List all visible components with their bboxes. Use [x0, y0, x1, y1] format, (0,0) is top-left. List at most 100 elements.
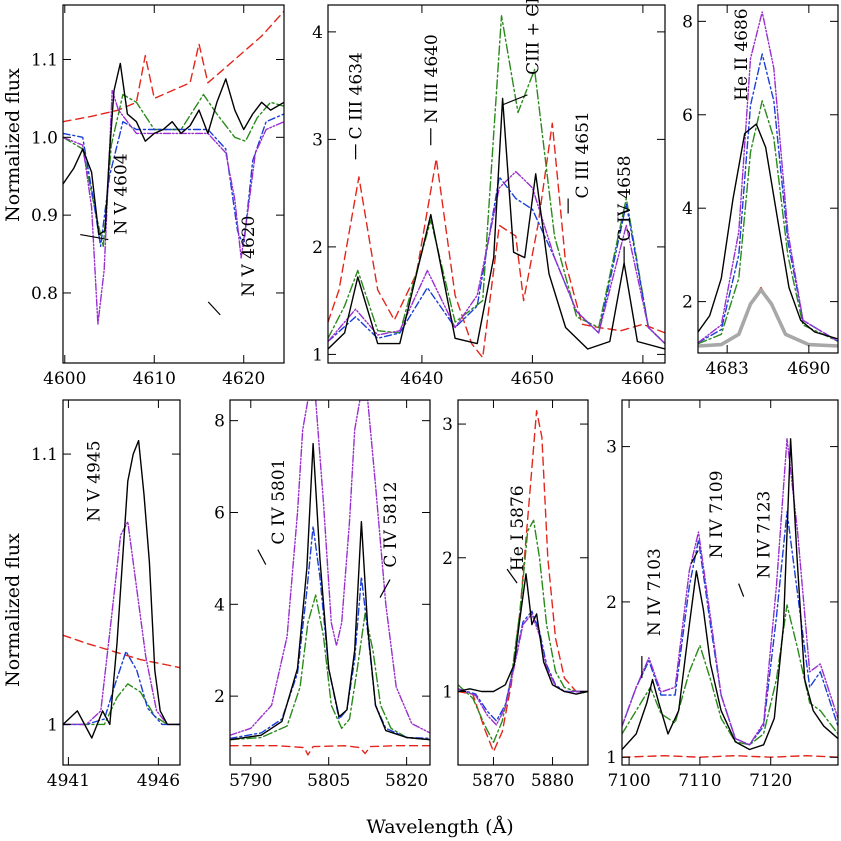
x-tick-label: 5805: [307, 771, 350, 791]
y-tick-label: 8: [682, 12, 693, 32]
line-label: CIII + CIV: [523, 0, 543, 75]
panel-3: 4683 4690 2 4 6 8 He II 4686: [682, 4, 839, 379]
line-label: N V 4945: [85, 440, 105, 521]
x-tick-label: 7120: [749, 771, 792, 791]
series-green-model: [63, 683, 180, 726]
x-tick-label: 5790: [229, 771, 272, 791]
x-tick-label: 7100: [607, 771, 650, 791]
x-tick-label: 4620: [222, 369, 265, 389]
x-tick-label: 4600: [43, 369, 86, 389]
series-blue-model: [458, 610, 588, 722]
label-leader-line: [738, 583, 745, 597]
series-red-model: [230, 745, 430, 756]
series-purple-model: [63, 89, 284, 325]
y-tick-label: 4: [682, 199, 693, 219]
y-tick-label: 3: [312, 130, 323, 150]
panel-7: 7100 7110 7120 1 2 3 N IV 7103 N IV 7109 N IV 71…: [606, 399, 839, 791]
y-tick-label: 4: [214, 595, 225, 615]
label-leader-line: [502, 94, 528, 106]
panel-4: 4941 4946 1 1.1 N V 4945: [31, 399, 181, 791]
series-red-model: [328, 122, 665, 359]
x-axis-label: Wavelength (Å): [366, 816, 513, 838]
y-tick-label: 2: [682, 293, 693, 313]
y-tick-label: 2: [312, 238, 323, 258]
series-observed: [328, 97, 665, 350]
series-group: [622, 438, 838, 758]
series-green-model: [698, 100, 838, 345]
axes-frame: [457, 399, 589, 766]
series-blue-model: [63, 650, 180, 726]
x-tick-label: 7110: [678, 771, 721, 791]
label-leader-line: [506, 568, 518, 584]
series-observed: [63, 439, 180, 739]
series-blue-model: [328, 176, 665, 345]
axes-frame: [697, 4, 839, 354]
x-tick-label: 4640: [400, 369, 443, 389]
series-group: [63, 439, 180, 739]
y-tick-label: 2: [606, 593, 617, 613]
series-grey-model: [698, 288, 838, 348]
series-red-model: [458, 410, 588, 753]
y-tick-label: 3: [442, 415, 453, 435]
x-tick-label: 4941: [47, 771, 90, 791]
x-tick-label: 4660: [621, 369, 664, 389]
y-tick-label: 0.8: [31, 284, 58, 304]
panel-5: 5790 5805 5820 2 4 6 8 C IV 5801 C IV 5812: [214, 399, 431, 791]
y-tick-label: 1: [312, 345, 323, 365]
series-green-model: [230, 594, 430, 741]
series-purple-model: [698, 11, 838, 344]
x-tick-label: 4650: [511, 369, 554, 389]
series-blue-model: [622, 511, 838, 746]
panel-2: 4640 4650 4660 1 2 3 4 C III 4634 N III 4640 CIII…: [312, 0, 666, 389]
series-red-model: [63, 634, 180, 669]
line-label: C IV 4658: [615, 155, 635, 241]
y-tick-label: 4: [312, 23, 323, 43]
series-group: [458, 410, 588, 753]
label-leader-line: [690, 550, 699, 564]
label-leader-line: [257, 549, 267, 565]
series-observed: [63, 62, 284, 236]
panel-6: 5870 5880 1 2 3 He I 5876: [442, 399, 589, 791]
axes-frame: [62, 399, 181, 766]
series-group: [698, 11, 838, 348]
series-observed: [458, 573, 588, 695]
x-tick-label: 4690: [787, 359, 830, 379]
y-tick-label: 2: [214, 687, 225, 707]
y-tick-label: 1: [47, 715, 58, 735]
y-tick-label: 1.1: [31, 445, 58, 465]
series-green-model: [328, 15, 665, 345]
series-group: [230, 400, 430, 756]
y-tick-label: 8: [214, 412, 225, 432]
y-tick-label: 1.1: [31, 50, 58, 70]
x-tick-label: 4683: [706, 359, 749, 379]
line-label: He II 4686: [732, 8, 752, 100]
label-leader-line: [379, 579, 391, 598]
series-observed: [230, 442, 430, 741]
x-tick-label: 4946: [137, 771, 180, 791]
line-label: C III 4634: [347, 52, 367, 139]
line-label: C IV 5801: [269, 459, 289, 545]
line-label: N IV 7123: [755, 491, 775, 579]
y-tick-label: 1: [606, 748, 617, 768]
series-red-model: [622, 755, 838, 758]
series-blue-model: [698, 53, 838, 344]
series-green-model: [622, 604, 838, 746]
line-label: N IV 7103: [645, 548, 665, 636]
y-tick-label: 0.9: [31, 206, 58, 226]
line-label: N IV 7109: [707, 470, 727, 558]
y-tick-label: 6: [682, 106, 693, 126]
x-tick-label: 4610: [133, 369, 176, 389]
panel-1: 4600 4610 4620 0.8 0.9 1.0 1.1 N V 4604 N V 4620: [31, 4, 285, 389]
line-label: He I 5876: [508, 485, 528, 571]
series-green-model: [458, 519, 588, 743]
x-tick-label: 5880: [531, 771, 574, 791]
series-red-model: [63, 10, 284, 123]
line-label: N V 4604: [111, 153, 131, 234]
y-axis-label-top: Normalized flux: [2, 68, 24, 222]
y-tick-label: 1.0: [31, 128, 58, 148]
axes-frame: [621, 399, 839, 766]
x-tick-label: 5820: [385, 771, 428, 791]
y-tick-label: 2: [442, 549, 453, 569]
panels: 4600 4610 4620 0.8 0.9 1.0 1.1 N V 4604 N V 4620…: [31, 0, 839, 791]
